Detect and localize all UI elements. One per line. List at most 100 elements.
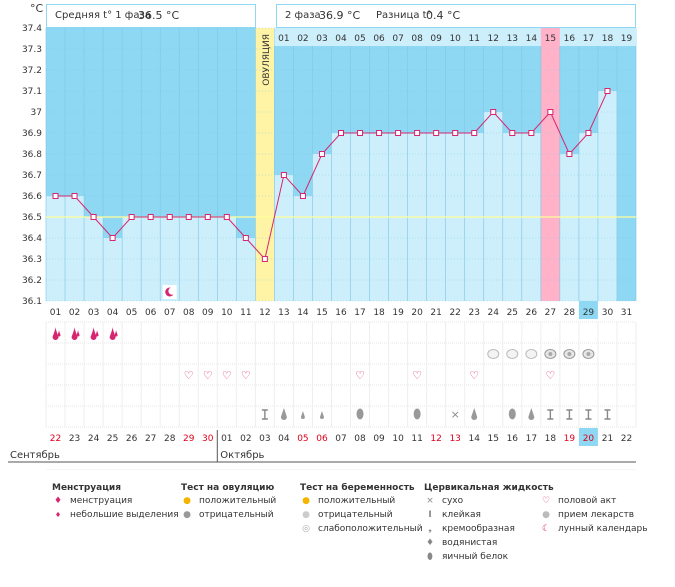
calendar-date-label: 03 (259, 434, 270, 444)
legend-cervical-eggwhite: ⬮ яичный белок (424, 552, 508, 562)
temperature-point (490, 109, 497, 115)
postovulation-day-label: 12 (488, 34, 499, 44)
temperature-point (604, 88, 611, 94)
cycle-day-label: 30 (602, 308, 614, 318)
cervical-eggwhite-marker (508, 408, 516, 420)
phase1-value: 36.5 °C (138, 9, 180, 22)
cycle-day-label: 01 (50, 308, 61, 318)
temperature-point (566, 151, 573, 157)
calendar-date-label: 22 (50, 434, 61, 444)
cervical-watery-small-marker (319, 411, 324, 419)
pregnancy-weak-marker-core (548, 352, 553, 356)
temperature-point (471, 130, 478, 136)
calendar-date-label: 20 (583, 434, 595, 444)
postovulation-day-label: 19 (621, 34, 633, 44)
legend-pregnancy-positive: ● положительный (300, 496, 395, 506)
calendar-date-label: 01 (221, 434, 232, 444)
cycle-day-label: 04 (107, 308, 119, 318)
dry-cross-icon: × (426, 496, 434, 506)
temperature-point (395, 130, 402, 136)
calendar-date-label: 17 (526, 434, 537, 444)
legend-ovulation-negative: ● отрицательный (181, 510, 274, 520)
cycle-day-label: 07 (164, 308, 175, 318)
temperature-point (109, 235, 116, 241)
temperature-point (261, 256, 268, 262)
cycle-day-label: 03 (88, 308, 99, 318)
cycle-day-label: 27 (545, 308, 556, 318)
pregnancy-negative-icon: ● (302, 510, 310, 520)
y-tick-label: 37.4 (22, 24, 42, 34)
intercourse-heart-marker: ♡ (203, 369, 213, 382)
phase2-value: 36.9 °C (319, 9, 361, 22)
calendar-date-label: 11 (411, 434, 422, 444)
cycle-day-label: 13 (278, 308, 289, 318)
menstruation-drop-marker (109, 327, 116, 340)
y-tick-label: 36.2 (22, 276, 42, 286)
calendar-date-label: 21 (602, 434, 613, 444)
intercourse-heart-marker: ♡ (241, 369, 251, 382)
postovulation-day-label: 04 (335, 34, 347, 44)
cycle-day-label: 14 (297, 308, 309, 318)
temperature-point (299, 193, 306, 199)
temperature-point (357, 130, 364, 136)
ovulation-label: ОВУЛЯЦИЯ (262, 34, 272, 86)
temperature-point (128, 214, 135, 220)
postovulation-day-label: 07 (392, 34, 403, 44)
postovulation-day-label: 06 (373, 34, 385, 44)
cycle-day-label: 20 (411, 308, 423, 318)
intercourse-heart-marker: ♡ (355, 369, 365, 382)
temperature-point (204, 214, 211, 220)
legend-cervical-watery: ♦ водянистая (425, 538, 498, 548)
temperature-point (166, 214, 173, 220)
legend-ovulation-positive: ● положительный (181, 496, 276, 506)
cycle-day-label: 11 (240, 308, 251, 318)
temperature-bar (312, 154, 332, 301)
today-date-cell (578, 428, 598, 446)
header-box-phase2 (276, 4, 636, 28)
moon-icon: ☾ (541, 524, 551, 534)
calendar-date-label: 05 (297, 434, 308, 444)
calendar-date-label: 06 (316, 434, 328, 444)
cervical-sticky-marker (604, 409, 611, 420)
creamy-icon: ❟ (428, 524, 432, 534)
legend-intercourse: ♡ половой акт (541, 496, 617, 506)
y-tick-label: 36.8 (22, 150, 42, 160)
pregnancy-weak-marker-core (567, 352, 572, 356)
temperature-point (414, 130, 421, 136)
postovulation-day-label: 05 (354, 34, 365, 44)
calendar-date-label: 13 (449, 434, 460, 444)
cervical-sticky-marker (547, 409, 554, 420)
cycle-day-label: 12 (259, 308, 270, 318)
menstruation-small-drop-marker (57, 330, 61, 337)
temperature-point (452, 130, 459, 136)
pregnancy-weak-marker-core (586, 352, 591, 356)
cervical-sticky-marker (261, 409, 268, 420)
temperature-point (338, 130, 344, 136)
postovulation-day-label: 14 (526, 34, 538, 44)
legend-moon: ☾ лунный календарь (541, 524, 648, 534)
highlight-column (540, 46, 560, 112)
cycle-day-label: 15 (316, 308, 327, 318)
ovulation-positive-icon: ● (183, 496, 191, 506)
legend-pregnancy-negative: ● отрицательный (300, 510, 393, 520)
cycle-day-label: 10 (221, 308, 233, 318)
postovulation-day-label: 02 (297, 34, 308, 44)
cycle-day-label: 25 (507, 308, 518, 318)
intercourse-heart-marker: ♡ (222, 369, 232, 382)
cycle-day-label: 22 (449, 308, 460, 318)
legend-pregnancy-test-title: Тест на беременность (300, 483, 415, 493)
temperature-point (528, 130, 535, 136)
calendar-date-label: 27 (145, 434, 156, 444)
menstruation-drop-marker (90, 327, 97, 340)
menstruation-small-drop-marker (114, 330, 118, 337)
menstruation-drop-icon: ♦ (53, 496, 63, 506)
postovulation-day-label: 18 (602, 34, 614, 44)
cervical-watery-small-marker (300, 411, 305, 419)
header-box-phase1 (46, 4, 256, 28)
cervical-sticky-marker (585, 409, 592, 420)
cycle-day-label: 05 (126, 308, 137, 318)
calendar-date-label: 09 (373, 434, 385, 444)
cycle-day-label: 28 (564, 308, 576, 318)
postovulation-day-label: 13 (507, 34, 518, 44)
